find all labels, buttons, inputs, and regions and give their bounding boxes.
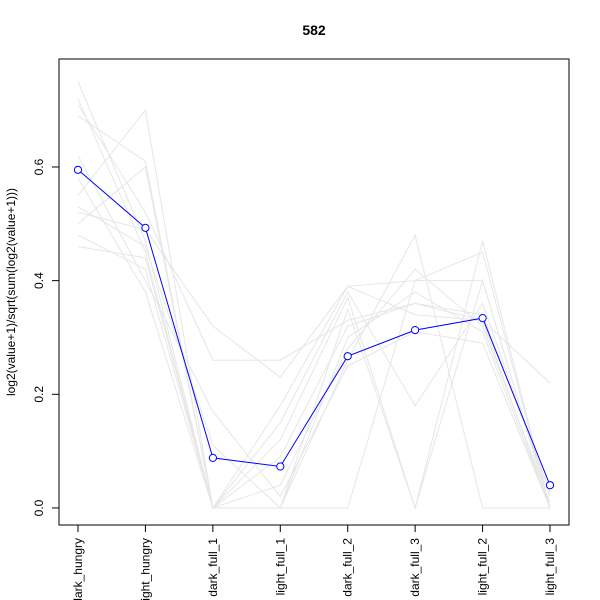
background-series-line-5 bbox=[77, 246, 551, 509]
highlight-point-dark_hungry bbox=[73, 165, 83, 174]
x-tick-label-dark_hungry: dark_hungry bbox=[71, 538, 85, 600]
background-series-line-9 bbox=[77, 155, 551, 509]
x-tick-label-light_full_3: light_full_3 bbox=[543, 538, 557, 596]
y-tick-label-2: 0.4 bbox=[32, 272, 46, 289]
x-tick-label-dark_full_1: dark_full_1 bbox=[206, 538, 220, 597]
background-series-line-2 bbox=[77, 104, 551, 384]
x-tick-label-light_hungry: light_hungry bbox=[138, 538, 152, 600]
background-series-line-7 bbox=[77, 166, 551, 510]
background-series-line-8 bbox=[77, 81, 551, 509]
background-series-group bbox=[77, 81, 551, 510]
highlight-point-light_full_3 bbox=[545, 481, 555, 490]
highlight-series-group bbox=[73, 165, 555, 490]
highlight-point-light_full_1 bbox=[276, 462, 285, 471]
y-tick-label-3: 0.6 bbox=[32, 158, 46, 175]
background-series-line-3 bbox=[77, 115, 551, 510]
highlight-point-dark_full_1 bbox=[208, 453, 217, 462]
y-axis: 0.0 0.2 0.4 0.6 bbox=[32, 158, 59, 516]
plot-frame bbox=[58, 58, 570, 526]
background-series-line-11 bbox=[77, 206, 551, 510]
background-series-line-10 bbox=[77, 178, 551, 509]
y-axis-label: log2(value+1)/sqrt(sum(log2(value+1))) bbox=[4, 188, 18, 396]
background-series-line-12 bbox=[77, 234, 551, 509]
y-tick-label-1: 0.2 bbox=[32, 386, 46, 403]
highlight-point-light_full_2 bbox=[478, 314, 487, 323]
x-tick-label-light_full_1: light_full_1 bbox=[273, 538, 287, 596]
highlight-point-light_hungry bbox=[141, 223, 150, 232]
highlight-point-dark_full_2 bbox=[343, 352, 352, 361]
highlight-point-dark_full_3 bbox=[411, 326, 420, 335]
chart-title: 582 bbox=[302, 22, 326, 38]
x-tick-label-light_full_2: light_full_2 bbox=[476, 538, 490, 596]
highlight-series-line bbox=[77, 169, 551, 486]
y-tick-label-0: 0.0 bbox=[32, 499, 46, 516]
background-series-line-1 bbox=[77, 98, 551, 510]
background-series-line-4 bbox=[77, 108, 550, 509]
x-axis: dark_hungry light_hungry dark_full_1 light_… bbox=[71, 525, 557, 600]
x-tick-label-dark_full_2: dark_full_2 bbox=[341, 538, 355, 597]
x-tick-label-dark_full_3: dark_full_3 bbox=[408, 538, 422, 597]
